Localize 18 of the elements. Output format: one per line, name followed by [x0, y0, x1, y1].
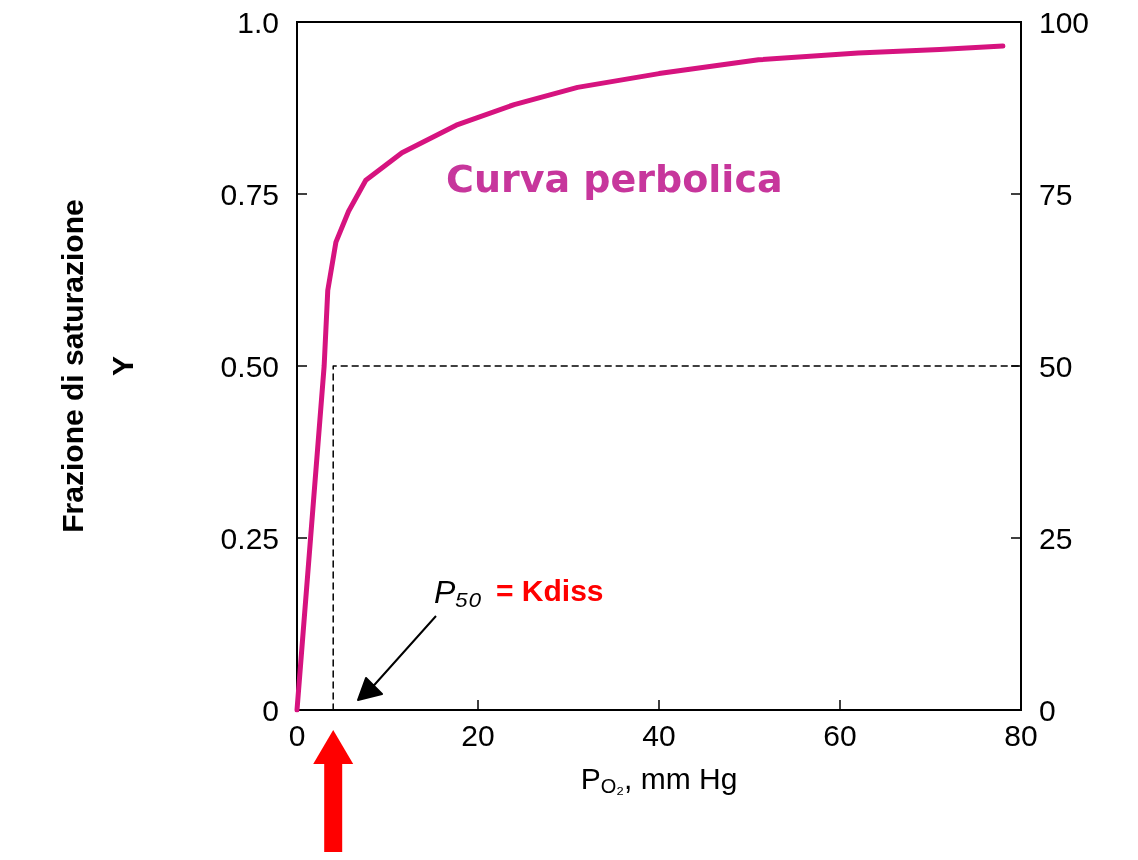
y-tick-label: 1.0: [237, 5, 279, 39]
x-tick-label: 80: [1004, 718, 1038, 752]
x-tick-label: 0: [288, 718, 306, 752]
y2-tick-label: 75: [1039, 177, 1073, 211]
y2-tick-label: 100: [1039, 5, 1090, 39]
y-tick-label: 0.50: [220, 349, 279, 383]
annotation: Curva perbolica: [446, 157, 783, 201]
x-tick-label: 40: [642, 718, 676, 752]
y-tick-label: 0.25: [220, 521, 279, 555]
y2-tick-label: 25: [1039, 521, 1073, 555]
y-tick-label: 0.75: [220, 177, 279, 211]
annotation: P₅₀ = Kdiss: [434, 573, 604, 610]
y-axis-title: Frazione di saturazione Y: [55, 199, 139, 533]
y-tick-label: 0: [262, 693, 279, 727]
y2-tick-label: 0: [1039, 693, 1056, 727]
x-tick-label: 20: [461, 718, 495, 752]
x-tick-label: 60: [823, 718, 857, 752]
y2-tick-label: 50: [1039, 349, 1073, 383]
